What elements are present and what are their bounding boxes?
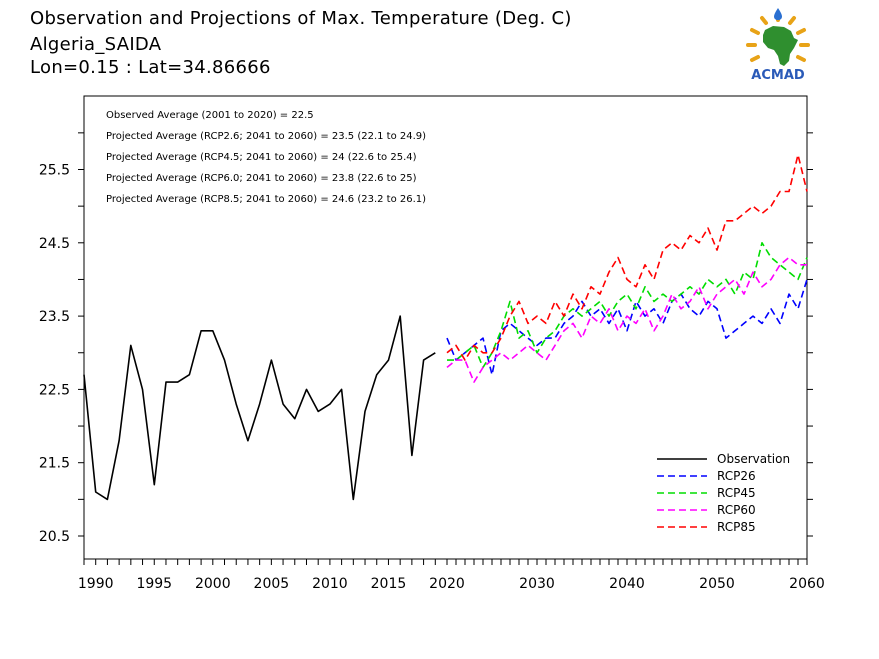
y-tick-label: 20.5 bbox=[39, 529, 70, 545]
x-tick-label: 2005 bbox=[254, 576, 290, 592]
legend-label: RCP26 bbox=[717, 469, 756, 483]
x-tick-label: 2000 bbox=[195, 576, 231, 592]
annotation-line: Projected Average (RCP8.5; 2041 to 2060)… bbox=[106, 194, 426, 205]
series-line-rcp26 bbox=[446, 279, 808, 376]
x-axis-tick-labels: 1990 1995 2000 2005 2010 2015 2020 2030 2040 2050… bbox=[78, 576, 825, 592]
x-tick-label: 1995 bbox=[136, 576, 172, 592]
series-line-observation bbox=[83, 315, 436, 501]
data-series bbox=[83, 154, 808, 501]
location-name: Algeria_SAIDA bbox=[30, 34, 162, 55]
x-tick-label: 2050 bbox=[699, 576, 735, 592]
legend-label: RCP60 bbox=[717, 503, 756, 517]
legend-label: Observation bbox=[717, 452, 790, 466]
series-line-rcp85 bbox=[446, 154, 808, 361]
series-line-rcp60 bbox=[446, 256, 807, 383]
legend-label: RCP45 bbox=[717, 486, 756, 500]
logo-text: ACMAD bbox=[751, 68, 805, 83]
annotation-line: Projected Average (RCP4.5; 2041 to 2060)… bbox=[106, 152, 417, 163]
x-tick-label: 1990 bbox=[78, 576, 114, 592]
annotation-line: Projected Average (RCP2.6; 2041 to 2060)… bbox=[106, 131, 426, 142]
x-tick-label: 2010 bbox=[312, 576, 348, 592]
annotation-line: Projected Average (RCP6.0; 2041 to 2060)… bbox=[106, 173, 417, 184]
y-axis-tick-labels: 20.5 21.5 22.5 23.5 24.5 25.5 bbox=[39, 163, 70, 546]
acmad-logo: ACMAD bbox=[746, 8, 810, 83]
y-tick-label: 21.5 bbox=[39, 456, 70, 472]
x-tick-label: 2040 bbox=[609, 576, 645, 592]
x-tick-label: 2020 bbox=[429, 576, 465, 592]
annotation-line: Observed Average (2001 to 2020) = 22.5 bbox=[106, 110, 314, 121]
annotation-block: Observed Average (2001 to 2020) = 22.5 Pr… bbox=[106, 110, 426, 205]
y-tick-label: 25.5 bbox=[39, 163, 70, 179]
legend: Observation RCP26 RCP45 RCP60 RCP85 bbox=[657, 452, 790, 534]
y-tick-label: 23.5 bbox=[39, 309, 70, 325]
water-drop-icon bbox=[774, 8, 782, 21]
y-tick-label: 22.5 bbox=[39, 382, 70, 398]
plot-frame bbox=[83, 95, 808, 560]
chart-title: Observation and Projections of Max. Temp… bbox=[30, 8, 572, 29]
series-line-rcp45 bbox=[447, 242, 808, 369]
legend-label: RCP85 bbox=[717, 520, 756, 534]
sun-rays-icon bbox=[746, 12, 810, 62]
x-tick-label: 2060 bbox=[789, 576, 825, 592]
y-tick-label: 24.5 bbox=[39, 236, 70, 252]
africa-map-icon bbox=[763, 26, 798, 66]
coordinates-label: Lon=0.15 : Lat=34.86666 bbox=[30, 57, 271, 78]
x-tick-label: 2030 bbox=[519, 576, 555, 592]
x-tick-label: 2015 bbox=[371, 576, 407, 592]
axis-ticks bbox=[78, 132, 813, 565]
